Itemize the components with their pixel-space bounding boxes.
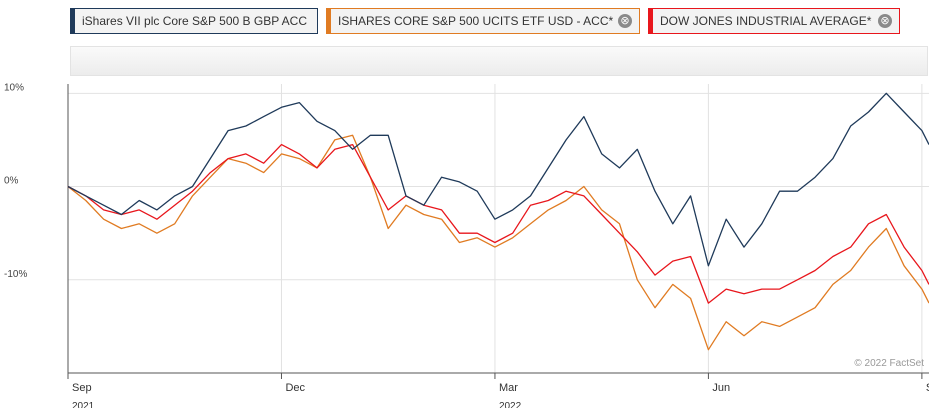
x-tick-year-label: 2022 [499, 401, 522, 408]
legend-label: DOW JONES INDUSTRIAL AVERAGE* [660, 14, 872, 28]
close-icon[interactable]: ⊗ [618, 14, 632, 28]
x-tick-label: Sep [926, 382, 929, 394]
chart-grid [67, 84, 929, 373]
x-tick-label: Dec [285, 382, 305, 394]
x-tick-year-label: 2021 [72, 401, 95, 408]
x-tick-label: Mar [499, 382, 518, 394]
legend-item-ishares-core-usd[interactable]: ISHARES CORE S&P 500 UCITS ETF USD - ACC… [326, 8, 640, 34]
legend-label: ISHARES CORE S&P 500 UCITS ETF USD - ACC… [338, 14, 614, 28]
close-icon[interactable]: ⊗ [878, 14, 892, 28]
legend-item-dow-jones[interactable]: DOW JONES INDUSTRIAL AVERAGE* ⊗ [648, 8, 900, 34]
x-tick-label: Sep [72, 382, 92, 394]
series-line [67, 134, 929, 351]
series-line [67, 92, 929, 267]
y-tick-label: 10% [4, 82, 24, 93]
x-axis-ticks: Sep 2021 Dec Mar 2022 Jun Sep [67, 373, 929, 408]
chart-series [67, 92, 929, 351]
y-axis-ticks: 10% 0% -10% [4, 82, 27, 279]
y-tick-label: 0% [4, 176, 19, 187]
chart-toolbar [70, 46, 928, 76]
series-line [67, 143, 929, 304]
legend-item-ishares-vii-gbp[interactable]: iShares VII plc Core S&P 500 B GBP ACC [70, 8, 318, 34]
y-tick-label: -10% [4, 269, 27, 280]
chart-credit: © 2022 FactSet [854, 358, 924, 369]
legend-label: iShares VII plc Core S&P 500 B GBP ACC [82, 14, 307, 28]
x-tick-label: Jun [712, 382, 730, 394]
